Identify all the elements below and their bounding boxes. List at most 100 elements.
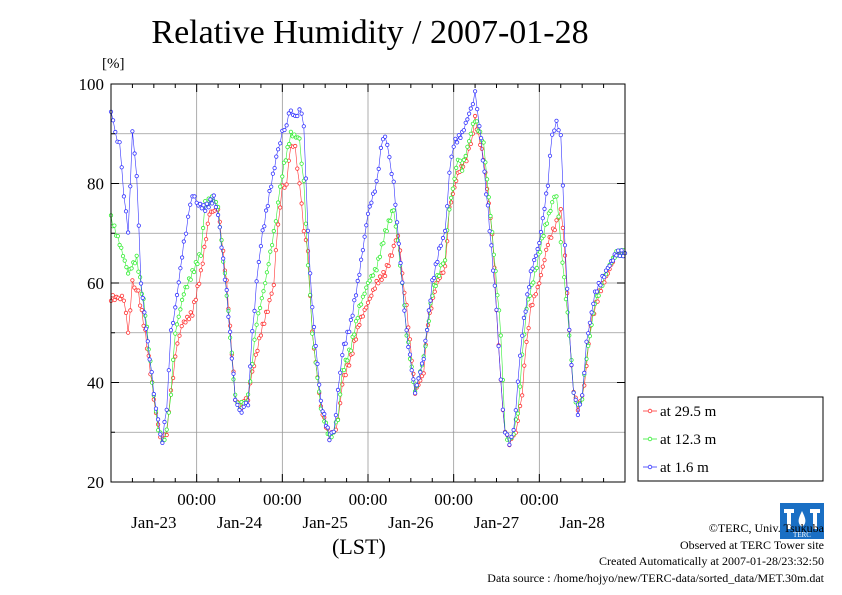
data-point bbox=[340, 382, 345, 387]
data-point bbox=[222, 271, 227, 276]
x-tick-label: 00:00 bbox=[349, 490, 388, 509]
data-point bbox=[126, 330, 131, 335]
data-point bbox=[440, 235, 446, 241]
data-point bbox=[435, 259, 440, 265]
data-point bbox=[181, 239, 186, 244]
data-point bbox=[248, 364, 253, 369]
data-point bbox=[269, 184, 274, 189]
data-point bbox=[284, 182, 289, 187]
x-tick-label: 00:00 bbox=[520, 490, 559, 509]
data-point bbox=[615, 248, 621, 253]
data-point bbox=[382, 134, 388, 139]
data-point bbox=[303, 176, 308, 181]
data-point bbox=[136, 288, 141, 293]
data-point bbox=[586, 331, 591, 336]
data-point bbox=[360, 294, 365, 299]
data-point bbox=[347, 329, 352, 334]
legend-marker bbox=[647, 436, 653, 442]
data-point bbox=[258, 244, 263, 249]
data-point bbox=[379, 277, 384, 282]
data-point bbox=[261, 289, 266, 294]
data-point bbox=[524, 339, 529, 344]
data-point bbox=[490, 268, 496, 273]
data-point bbox=[176, 314, 181, 319]
data-series bbox=[108, 89, 628, 448]
data-point bbox=[558, 133, 563, 138]
data-point bbox=[180, 297, 185, 302]
data-point bbox=[122, 258, 127, 263]
data-point bbox=[283, 158, 288, 163]
data-point bbox=[138, 303, 143, 308]
data-point bbox=[362, 291, 367, 296]
data-point bbox=[421, 356, 426, 362]
data-point bbox=[266, 262, 271, 267]
data-point bbox=[573, 397, 578, 402]
data-point bbox=[522, 363, 527, 368]
data-point bbox=[477, 124, 482, 129]
data-point bbox=[538, 272, 544, 278]
data-point bbox=[177, 333, 182, 338]
data-point bbox=[168, 392, 174, 397]
data-point bbox=[458, 135, 463, 140]
data-point bbox=[558, 207, 563, 212]
data-point bbox=[550, 132, 555, 137]
data-point bbox=[136, 223, 141, 228]
data-point bbox=[603, 268, 609, 273]
data-point bbox=[226, 314, 231, 319]
data-point bbox=[313, 343, 318, 349]
data-point bbox=[273, 248, 278, 253]
data-point bbox=[485, 203, 490, 208]
data-point bbox=[299, 201, 304, 206]
data-point bbox=[554, 118, 559, 123]
data-point bbox=[412, 391, 418, 396]
data-point bbox=[246, 403, 251, 408]
data-point bbox=[297, 136, 302, 141]
data-point bbox=[175, 341, 180, 346]
data-point bbox=[496, 343, 501, 349]
data-point bbox=[255, 348, 260, 353]
data-point bbox=[365, 211, 371, 216]
data-point bbox=[414, 383, 419, 388]
data-point bbox=[619, 248, 624, 253]
data-point bbox=[424, 327, 430, 333]
data-point bbox=[364, 305, 369, 310]
data-point bbox=[174, 292, 180, 298]
data-point bbox=[193, 297, 198, 302]
x-tick-label: 00:00 bbox=[177, 490, 216, 509]
data-point bbox=[259, 296, 264, 301]
data-point bbox=[128, 308, 133, 313]
data-point bbox=[192, 194, 197, 199]
data-point bbox=[538, 250, 543, 255]
data-point bbox=[201, 203, 206, 208]
data-point bbox=[395, 238, 401, 243]
data-point bbox=[511, 427, 516, 433]
data-point bbox=[132, 151, 137, 156]
data-point bbox=[488, 213, 493, 219]
data-point bbox=[369, 293, 374, 298]
data-point bbox=[591, 301, 596, 306]
data-point bbox=[489, 243, 494, 248]
data-point bbox=[475, 107, 480, 112]
data-point bbox=[258, 333, 263, 338]
data-point bbox=[173, 331, 178, 336]
data-point bbox=[260, 228, 265, 233]
data-point bbox=[233, 397, 238, 402]
data-point bbox=[325, 425, 330, 430]
data-point bbox=[263, 208, 269, 213]
data-point bbox=[273, 219, 278, 224]
data-point bbox=[204, 201, 209, 206]
data-point bbox=[376, 281, 381, 286]
data-point bbox=[556, 128, 561, 133]
day-label: Jan-25 bbox=[303, 513, 348, 532]
data-point bbox=[515, 379, 521, 384]
y-tick-label: 100 bbox=[79, 75, 105, 94]
data-point bbox=[409, 368, 414, 373]
data-point bbox=[331, 429, 336, 434]
data-point bbox=[492, 283, 497, 288]
data-point bbox=[288, 129, 293, 134]
data-point bbox=[445, 239, 450, 244]
data-point bbox=[164, 407, 169, 412]
data-point bbox=[545, 242, 551, 248]
data-point bbox=[419, 361, 425, 366]
data-point bbox=[198, 201, 203, 206]
